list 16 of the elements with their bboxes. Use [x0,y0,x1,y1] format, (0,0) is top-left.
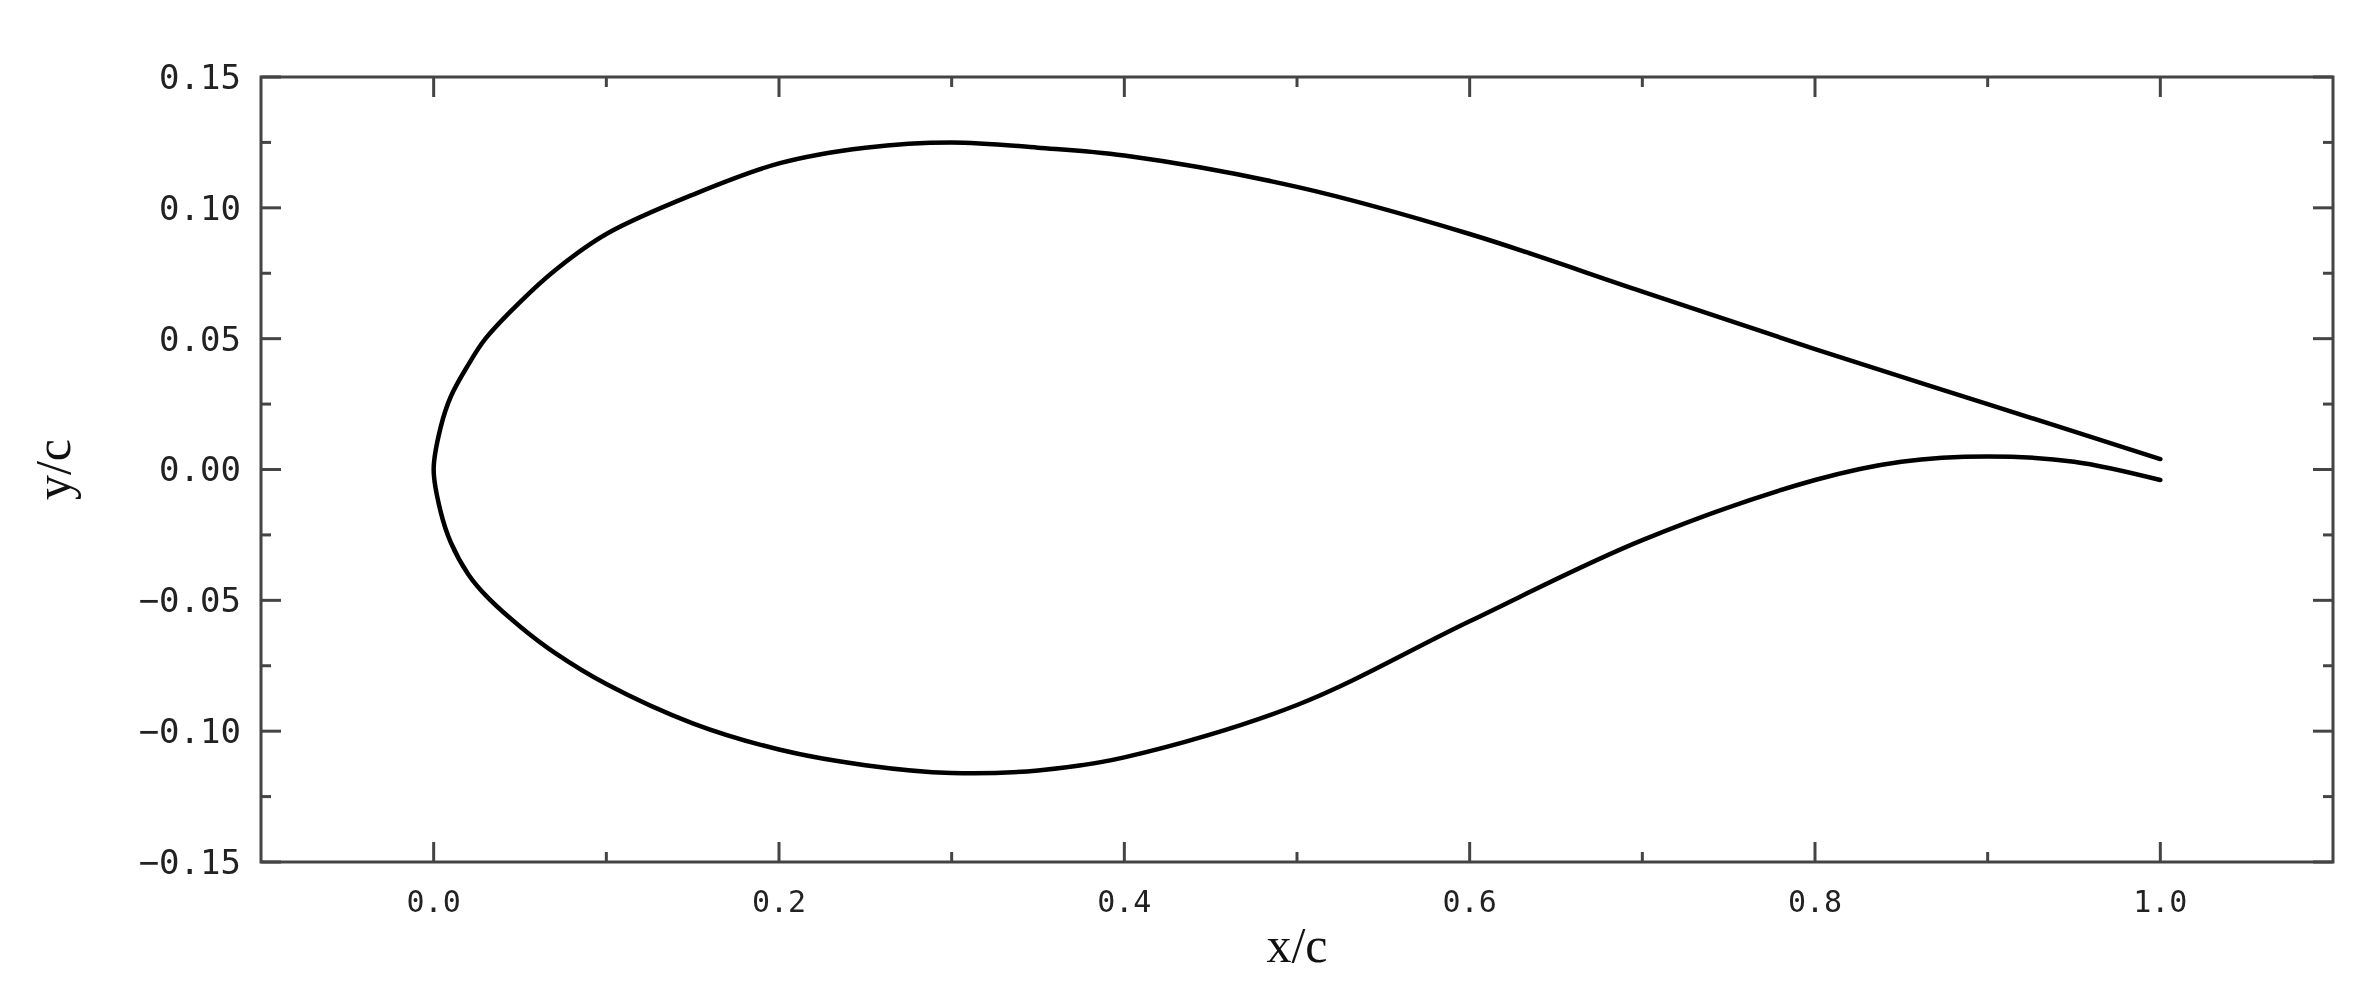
y-axis-title: y/c [25,438,81,501]
y-tick-label: 0.15 [159,56,241,97]
y-tick-label: −0.15 [138,841,241,882]
x-tick-label: 0.6 [1442,884,1497,919]
y-tick-label: −0.10 [138,711,241,752]
y-tick-label: 0.00 [159,449,241,490]
y-tick-label: 0.05 [159,318,241,359]
x-tick-label: 1.0 [2133,884,2188,919]
y-tick-label: 0.10 [159,187,241,228]
y-tick-label: −0.05 [138,580,241,621]
x-tick-label: 0.2 [751,884,807,919]
line-series [431,140,2163,776]
x-tick-label: 0.8 [1787,884,1843,919]
x-tick-label: 0.0 [406,884,461,919]
x-axis-title: x/c [1266,917,1328,973]
x-tick-label: 0.4 [1097,884,1152,919]
